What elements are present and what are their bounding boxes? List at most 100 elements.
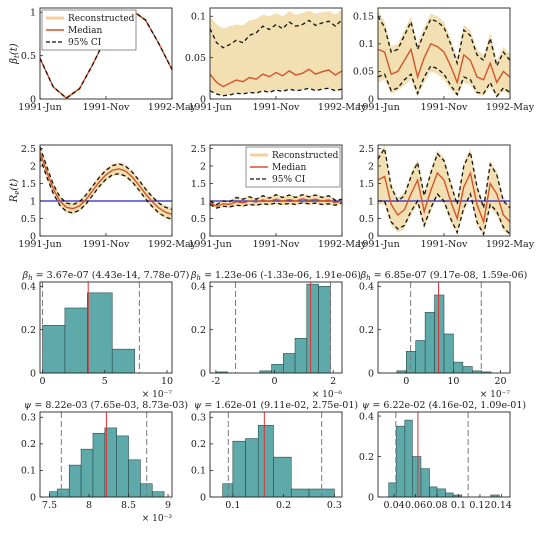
- histogram-bar: [42, 325, 66, 374]
- legend-entry: 95% CI: [68, 38, 102, 48]
- axes-frame: [377, 7, 511, 100]
- ci-line: [378, 192, 511, 237]
- title-subscript: h: [28, 274, 33, 282]
- histogram-bar: [87, 292, 113, 374]
- histogram-bar: [49, 491, 58, 498]
- x-tick-label: 20: [495, 376, 507, 387]
- histogram-bar: [222, 483, 234, 498]
- x-tick-label: 7.5: [42, 500, 57, 511]
- x-tick-label: 1991-Nov: [253, 239, 300, 250]
- panel-12: 0.04 0.06 0.08 0.1 0.12 0.14 ψ = 6.22e-02 (4.1…: [359, 400, 526, 511]
- axes-frame: [209, 411, 343, 498]
- x-tick-label: 1991-Jun: [356, 239, 399, 250]
- panel-2: 1991-Jun 1991-Nov 1992-May 0 0.05 0.1: [185, 7, 367, 113]
- histogram-bar: [388, 482, 397, 498]
- histogram-bar: [294, 338, 308, 374]
- panel-7: 0 5 10 βh = 3.67e-07 (4.43e-14, 7.78e-07) × …: [21, 270, 189, 400]
- y-tick-label: 0: [368, 231, 374, 242]
- legend: Reconstructed Median 95% CI: [41, 9, 137, 51]
- histogram-bar: [434, 294, 445, 374]
- histogram-bar: [128, 459, 141, 498]
- panel-title: ψ = 8.22e-03 (7.65e-03, 8.73e-03): [24, 400, 188, 411]
- ylabel-base: R: [9, 194, 20, 203]
- ci-line: [209, 19, 343, 49]
- histogram-bar: [68, 464, 82, 498]
- y-tick-label: 1: [30, 8, 36, 19]
- x-tick-label: -2: [211, 376, 220, 387]
- y-tick-label: 0.2: [359, 325, 374, 336]
- x-tick-label: 0: [272, 376, 278, 387]
- x-tick-label: 0.04: [384, 500, 405, 511]
- histogram-bar: [436, 488, 446, 498]
- panel-5: 1991-Jun 1991-Nov 1992-May 0 0.5 1 1.5 2 2.5 Reco…: [188, 144, 366, 250]
- y-axis-label: Re(t): [9, 179, 21, 204]
- histogram-bar: [92, 432, 106, 498]
- legend: Reconstructed Median 95% CI: [245, 146, 341, 188]
- median-line: [377, 42, 511, 85]
- y-tick-label: 2.5: [21, 144, 36, 155]
- y-tick-label: 2: [368, 161, 374, 172]
- histogram-bar: [80, 448, 94, 498]
- x-tick-label: 8: [86, 500, 92, 511]
- ylabel-subscript: e: [13, 191, 21, 195]
- y-tick-label: 0: [368, 492, 374, 503]
- panel-title: βh = 3.67e-07 (4.43e-14, 7.78e-07): [22, 270, 190, 282]
- y-tick-label: 0.2: [21, 439, 36, 450]
- x-tick-label: 0.06: [405, 500, 426, 511]
- y-tick-label: 0.05: [185, 53, 206, 64]
- x-tick-label: 1991-Nov: [421, 102, 468, 113]
- histogram-bar: [395, 425, 406, 498]
- x-tick-label: 0.14: [491, 500, 512, 511]
- y-tick-label: 0.2: [191, 439, 206, 450]
- y-tick-label: 0.5: [21, 51, 36, 62]
- legend-entry: Reconstructed: [68, 14, 135, 24]
- reconstructed-band: [378, 10, 510, 98]
- median-line: [209, 198, 343, 208]
- y-tick-label: 0: [200, 94, 206, 105]
- axes-frame: [39, 144, 173, 237]
- histogram-bar: [245, 438, 259, 498]
- median-line: [209, 68, 343, 88]
- x-tick-label: 0: [403, 376, 409, 387]
- axis-exponent-label: × 10⁻³: [142, 514, 173, 524]
- title-parameter: ψ: [194, 400, 202, 411]
- x-tick-label: 1992-May: [486, 239, 535, 250]
- axis-exponent-label: × 10⁻⁷: [480, 390, 511, 400]
- panel-8: -2 0 2 βh = 1.23e-06 (-1.33e-06, 1.91e-06) ×…: [190, 270, 361, 400]
- axis-exponent-label: × 10⁻⁶: [312, 390, 343, 400]
- y-tick-label: 0.1: [191, 12, 206, 23]
- x-tick-label: 1992-May: [148, 102, 197, 113]
- histogram-bar: [271, 364, 284, 374]
- y-tick-label: 0.3: [191, 413, 206, 424]
- histogram-bar: [290, 488, 310, 498]
- title-parameter: β: [360, 270, 367, 281]
- histogram-bar: [443, 333, 454, 374]
- ylabel-base: β: [9, 58, 20, 65]
- axes-frame: [39, 281, 173, 374]
- histogram-bar: [453, 361, 464, 374]
- x-tick-label: 1992-May: [486, 102, 535, 113]
- x-tick-label: 1992-May: [148, 239, 197, 250]
- axes-frame: [209, 281, 343, 374]
- y-tick-label: 2.5: [359, 144, 374, 155]
- x-tick-label: 1991-Nov: [83, 239, 130, 250]
- y-tick-label: 1: [368, 196, 374, 207]
- y-tick-label: 0.4: [191, 282, 206, 293]
- ci-line: [209, 202, 343, 209]
- title-value: = 3.67e-07 (4.43e-14, 7.78e-07): [33, 270, 190, 281]
- axes-frame: [377, 281, 511, 374]
- y-tick-label: 0.1: [359, 39, 374, 50]
- y-tick-label: 0: [368, 368, 374, 379]
- y-tick-label: 0.05: [353, 67, 374, 78]
- histogram-bar: [445, 492, 454, 498]
- y-tick-label: 0: [200, 492, 206, 503]
- x-tick-label: 0: [39, 376, 45, 387]
- title-value: = 6.22e-02 (4.16e-02, 1.09e-01): [369, 400, 526, 411]
- x-tick-label: 1991-Jun: [188, 239, 231, 250]
- panel-6: 1991-Jun 1991-Nov 1992-May 0 0.5 1 1.5 2 2.5: [356, 144, 534, 250]
- panel-title: ψ = 1.62e-01 (9.11e-02, 2.75e-01): [194, 400, 358, 411]
- axes-frame: [377, 144, 511, 237]
- histogram-bar: [404, 419, 413, 498]
- reconstructed-band: [210, 9, 342, 96]
